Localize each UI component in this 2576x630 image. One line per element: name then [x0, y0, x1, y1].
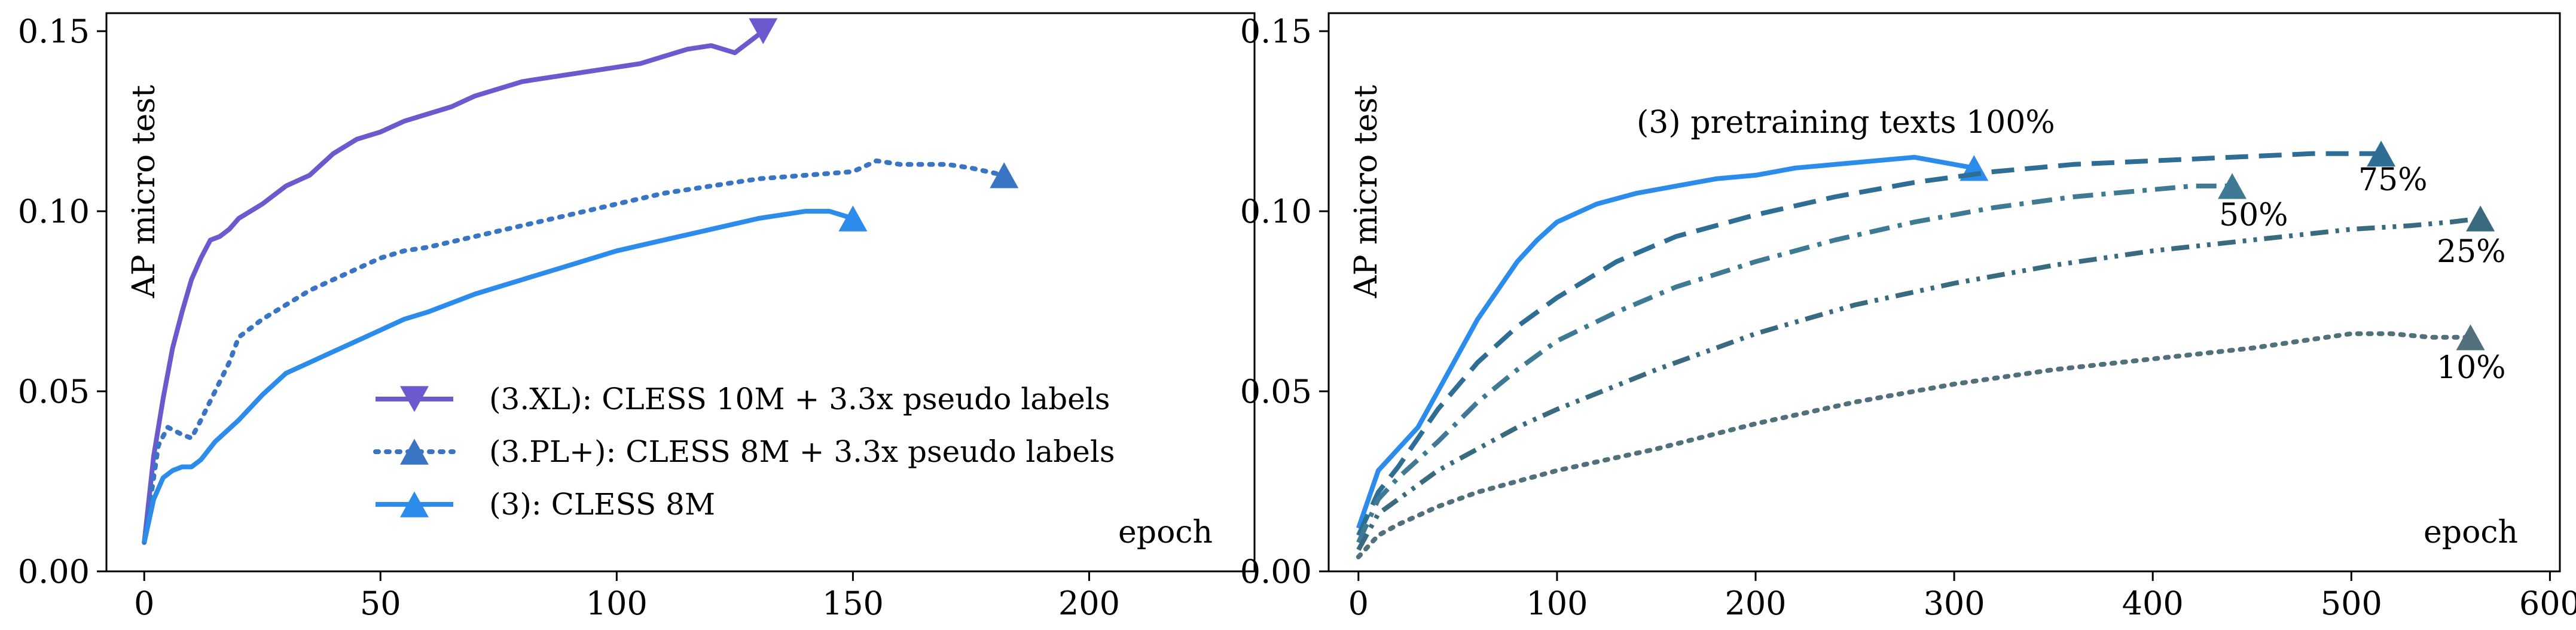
- y-tick-label: 0.10: [18, 193, 90, 230]
- series-line: [142, 209, 854, 543]
- end-marker: [990, 162, 1019, 188]
- y-tick-label: 0.05: [18, 373, 90, 410]
- series-annotation: 25%: [2437, 234, 2506, 270]
- x-tick-label: 200: [1058, 585, 1120, 622]
- x-tick-label: 500: [2321, 585, 2382, 622]
- x-tick-label: 150: [822, 585, 884, 622]
- x-tick-label: 100: [586, 585, 648, 622]
- series-line: [1356, 154, 1975, 529]
- y-tick-label: 0.15: [1240, 13, 1312, 50]
- x-tick-label: 600: [2519, 585, 2576, 622]
- plot-frame: [105, 12, 1256, 573]
- series-line: [1356, 331, 2473, 559]
- legend-marker: [400, 439, 429, 465]
- series-annotation: (3) pretraining texts 100%: [1637, 105, 2055, 141]
- y-tick-label: 0.10: [1240, 193, 1312, 230]
- y-tick-label: 0.00: [18, 553, 90, 591]
- y-axis-label: AP micro test: [126, 85, 162, 299]
- end-marker: [2218, 173, 2247, 199]
- x-tick-label: 50: [360, 585, 401, 622]
- series-annotation: 10%: [2437, 350, 2506, 386]
- end-marker: [838, 205, 868, 232]
- legend-label: (3): CLESS 8M: [489, 487, 715, 522]
- x-tick-label: 0: [1348, 585, 1369, 622]
- series-line: [142, 29, 765, 543]
- chart-right: 0 100 200 300 400 500 600 0.00 0.05 0.10 0.15 AP mi…: [1240, 12, 2576, 622]
- x-tick-label: 400: [2122, 585, 2184, 622]
- x-tick-label: 200: [1725, 585, 1786, 622]
- legend-marker: [400, 491, 429, 518]
- y-tick-label: 0.05: [1240, 373, 1312, 410]
- x-tick-label: 0: [134, 585, 154, 622]
- legend-label: (3.PL+): CLESS 8M + 3.3x pseudo labels: [489, 434, 1115, 469]
- series-line: [1356, 216, 2481, 551]
- x-tick-label: 300: [1924, 585, 1985, 622]
- series-line: [1356, 183, 2232, 544]
- y-tick-label: 0.15: [18, 13, 90, 50]
- end-marker: [2466, 205, 2495, 232]
- legend-label: (3.XL): CLESS 10M + 3.3x pseudo labels: [489, 382, 1110, 416]
- end-marker: [2367, 141, 2396, 167]
- x-axis-label: epoch: [2424, 515, 2518, 550]
- x-tick-label: 100: [1526, 585, 1588, 622]
- plot-frame: [1327, 12, 2561, 573]
- series-line: [1356, 151, 2382, 537]
- series-annotation: 75%: [2358, 162, 2428, 198]
- y-axis-label: AP micro test: [1348, 85, 1384, 299]
- legend-marker: [400, 386, 429, 412]
- series-line: [142, 158, 1007, 545]
- chart-left: 0 50 100 150 200 0.00 0.05 0.10 0.15 AP micro tes…: [18, 12, 1256, 622]
- y-tick-label: 0.00: [1240, 553, 1312, 591]
- end-marker: [749, 18, 778, 44]
- end-marker: [2456, 324, 2485, 351]
- series-annotation: 50%: [2219, 197, 2288, 233]
- x-axis-label: epoch: [1118, 515, 1213, 550]
